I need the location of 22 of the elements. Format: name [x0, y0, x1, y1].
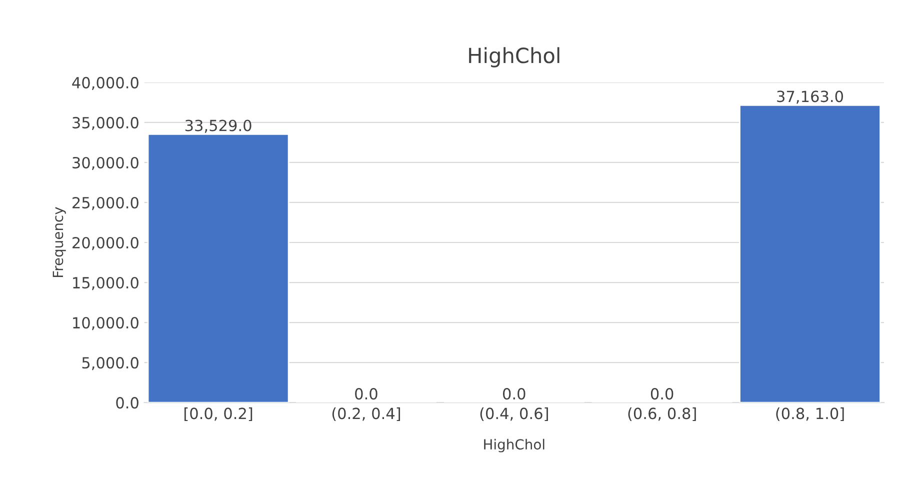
data-label: 0.0	[355, 388, 378, 400]
y-tick-label: 20,000.0	[72, 236, 138, 250]
y-tick-label: 35,000.0	[72, 116, 138, 130]
y-tick-label: 25,000.0	[72, 196, 138, 210]
data-label: 33,529.0	[185, 120, 252, 133]
data-label: 0.0	[650, 388, 674, 400]
x-tick-label: (0.6, 0.8]	[628, 407, 696, 422]
y-tick-label: 5,000.0	[82, 357, 138, 370]
y-tick-label: 30,000.0	[72, 156, 138, 170]
x-axis-title: HighChol	[484, 438, 544, 452]
chart-title: HighChol	[469, 47, 560, 68]
x-tick-label: (0.4, 0.6]	[480, 407, 548, 422]
data-label: 37,163.0	[777, 90, 843, 104]
y-tick-label: 0.0	[116, 397, 138, 409]
x-tick-label: (0.8, 1.0]	[776, 407, 844, 422]
y-tick-label: 40,000.0	[72, 76, 138, 90]
y-axis-title: Frequency	[52, 207, 66, 278]
data-label: 0.0	[503, 388, 526, 400]
y-tick-label: 10,000.0	[73, 316, 138, 330]
x-tick-label: (0.2, 0.4]	[332, 407, 400, 422]
x-tick-label: [0.0, 0.2]	[184, 407, 252, 422]
y-tick-label: 15,000.0	[73, 276, 138, 290]
